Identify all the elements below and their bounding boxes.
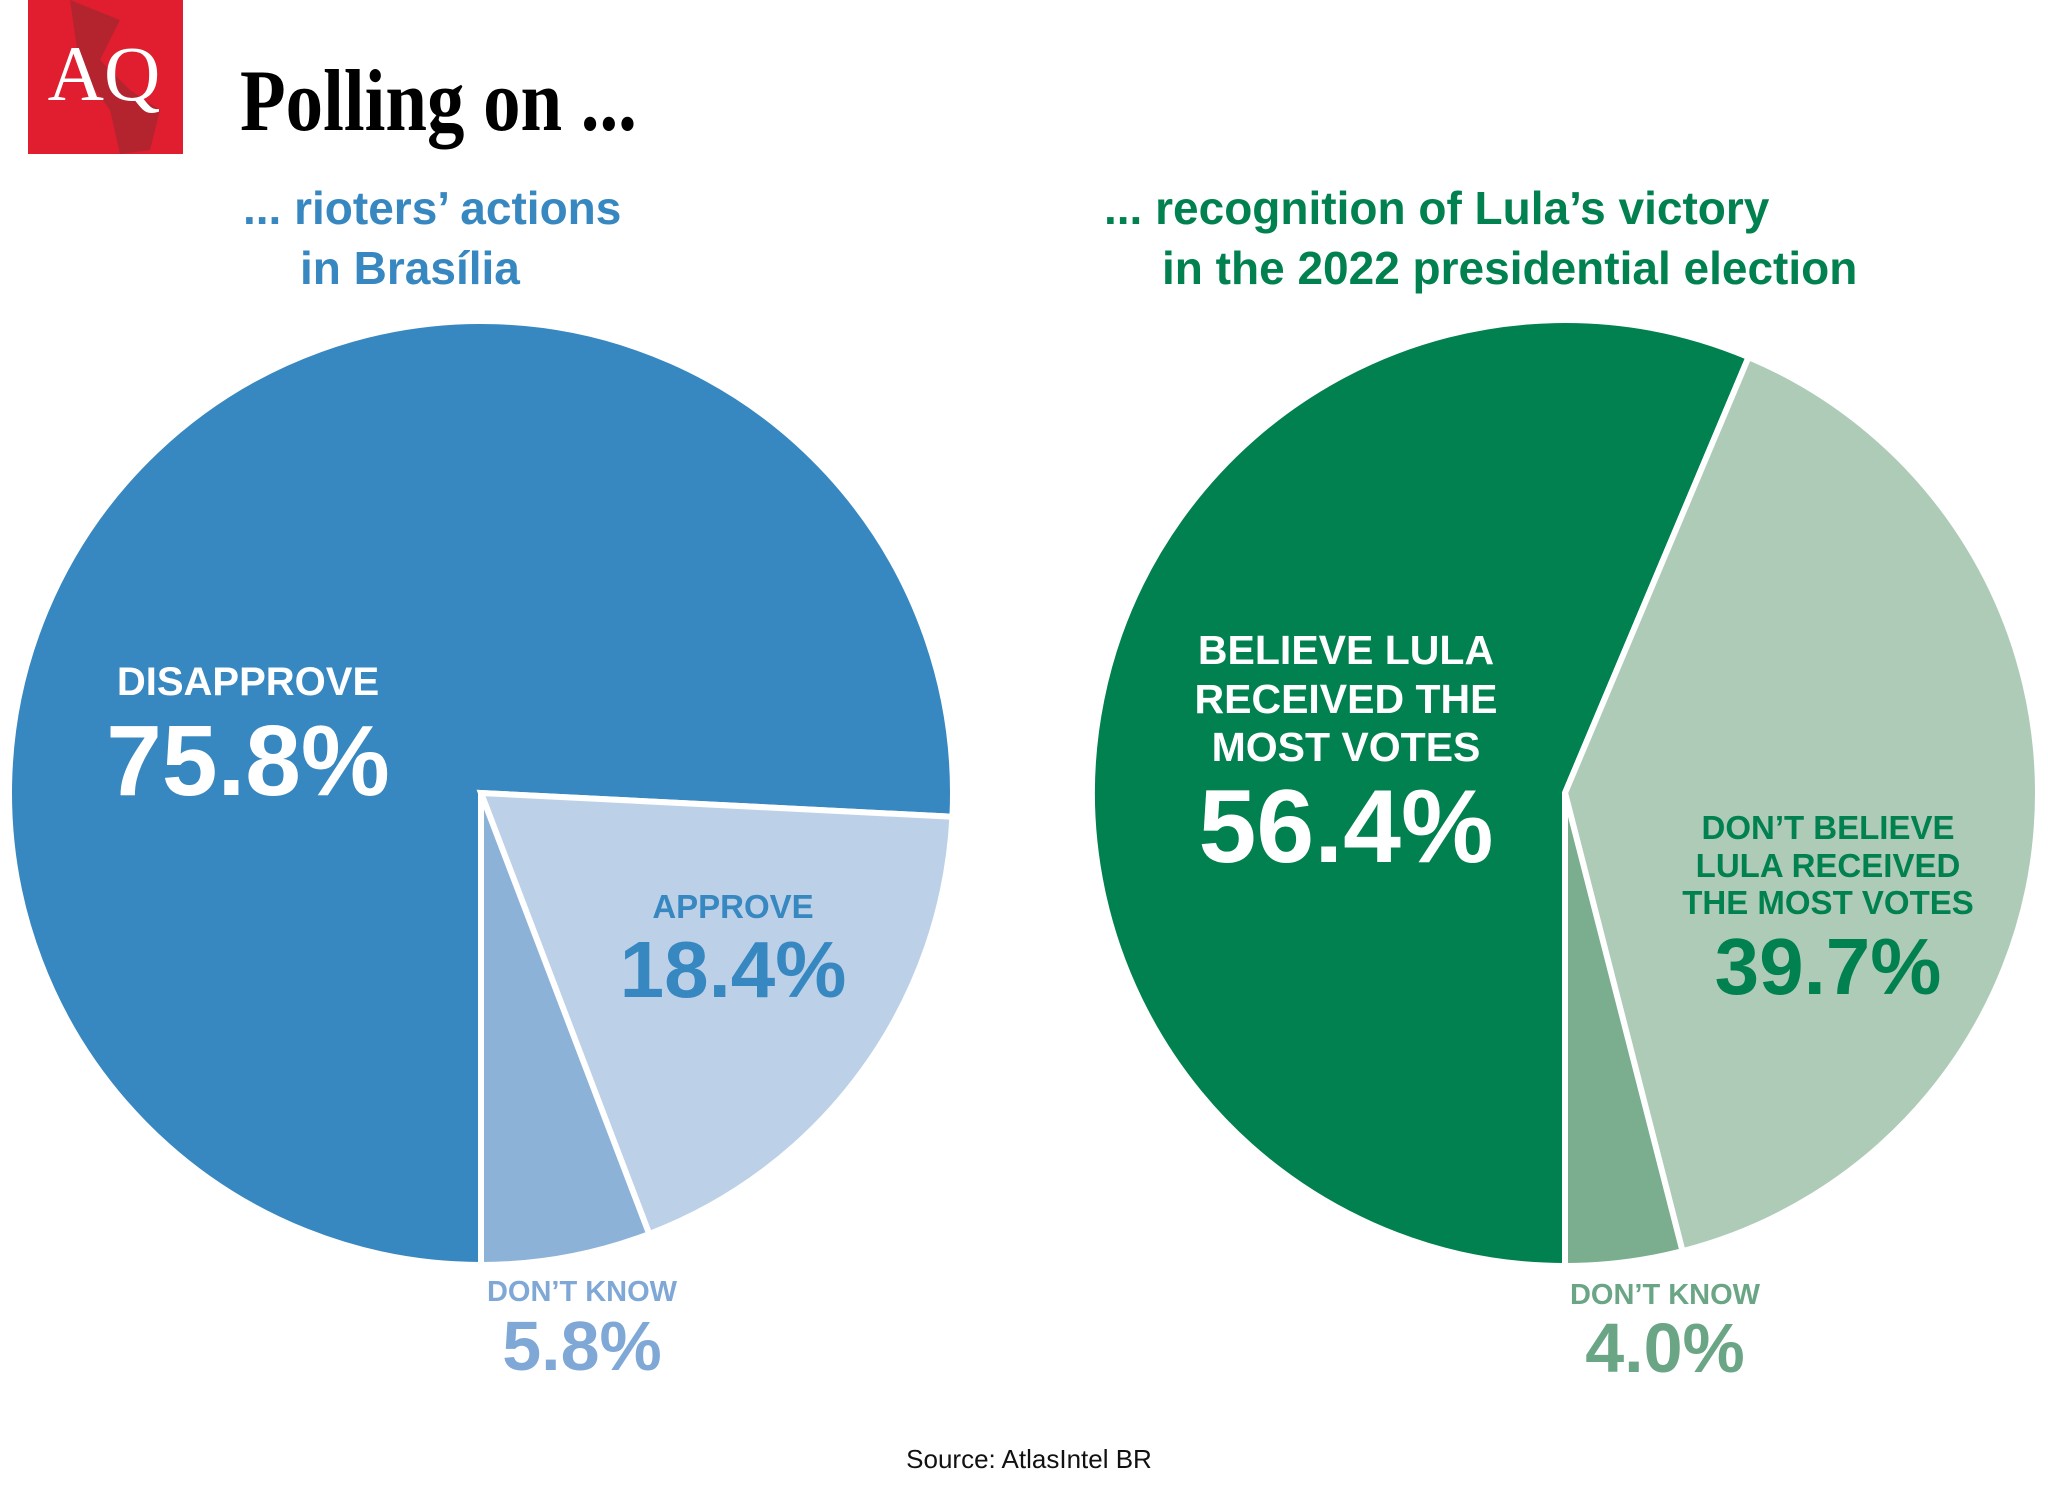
slice-value-believe: 56.4%	[1199, 769, 1494, 885]
aq-logo: AQ	[28, 0, 183, 154]
chart-title-line: in the 2022 presidential election	[1162, 242, 1857, 294]
page-title: Polling on ...	[240, 51, 637, 149]
chart-title-line: ... rioters’ actions	[243, 182, 621, 234]
slice-label-believe: BELIEVE LULA	[1198, 627, 1494, 673]
pie-chart-lula-recognition: ... recognition of Lula’s victory in the…	[1089, 182, 2042, 1387]
pie-slices	[1089, 317, 2042, 1270]
slice-value-disapprove: 75.8%	[106, 705, 390, 817]
pie-slice	[476, 789, 956, 1238]
slice-label-dont-know: DON’T KNOW	[487, 1276, 678, 1308]
pie-slice	[1561, 353, 2042, 1255]
pie-chart-rioters: ... rioters’ actions in Brasília DISAPPR…	[6, 182, 956, 1385]
logo-text: AQ	[48, 30, 161, 117]
source-note: Source: AtlasIntel BR	[906, 1444, 1152, 1474]
pie-slice	[1089, 317, 1753, 1270]
chart-title-line: ... recognition of Lula’s victory	[1104, 182, 1770, 234]
slice-label-dont-know: DON’T KNOW	[1570, 1279, 1761, 1311]
slice-label-approve: APPROVE	[652, 888, 813, 925]
slice-value-approve: 18.4%	[620, 925, 847, 1014]
slice-label-disapprove: DISAPPROVE	[117, 660, 379, 704]
slice-value-dont-know: 5.8%	[502, 1307, 662, 1385]
slice-value-dont-believe: 39.7%	[1715, 922, 1942, 1011]
slice-label-believe: RECEIVED THE	[1195, 676, 1498, 722]
slice-label-believe: MOST VOTES	[1212, 724, 1481, 770]
slice-label-dont-believe: LULA RECEIVED	[1696, 847, 1961, 884]
slice-label-dont-believe: THE MOST VOTES	[1682, 884, 1974, 921]
slice-value-dont-know: 4.0%	[1585, 1309, 1745, 1387]
slice-label-dont-believe: DON’T BELIEVE	[1701, 809, 1954, 846]
chart-title-line: in Brasília	[300, 242, 520, 294]
pie-slices	[6, 318, 956, 1269]
pie-slice	[478, 791, 654, 1269]
pie-slice	[1562, 792, 1687, 1270]
